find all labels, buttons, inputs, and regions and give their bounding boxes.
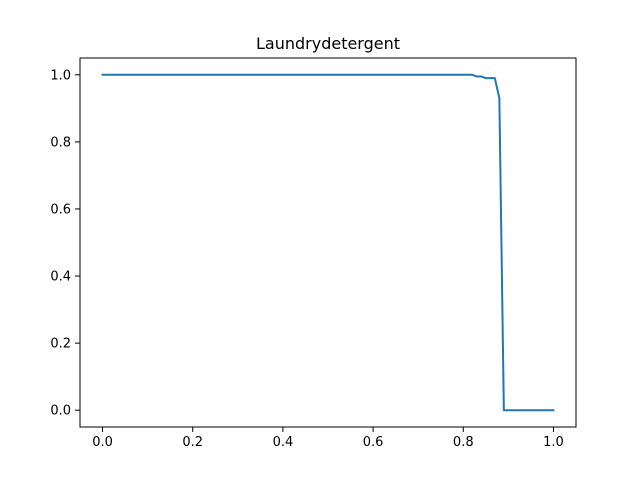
x-tick-label: 0.0 [92, 435, 113, 450]
y-tick-label: 0.8 [50, 135, 71, 150]
plot-frame [79, 57, 577, 428]
plot-area [101, 73, 555, 412]
y-axis: 0.0 0.2 0.4 0.6 0.8 1.0 [50, 68, 80, 419]
y-tick-label: 1.0 [50, 68, 71, 83]
y-tick-label: 0.0 [50, 404, 71, 419]
y-tick-label: 0.2 [50, 337, 71, 352]
x-axis: 0.0 0.2 0.4 0.6 0.8 1.0 [92, 427, 564, 450]
series-line-0 [101, 73, 555, 412]
x-tick-label: 0.6 [363, 435, 384, 450]
x-tick-label: 1.0 [543, 435, 564, 450]
x-tick-label: 0.4 [273, 435, 294, 450]
chart-title: Laundrydetergent [256, 34, 400, 53]
y-tick-label: 0.6 [50, 202, 71, 217]
y-tick-label: 0.4 [50, 270, 71, 285]
x-tick-label: 0.8 [453, 435, 474, 450]
x-tick-label: 0.2 [182, 435, 203, 450]
